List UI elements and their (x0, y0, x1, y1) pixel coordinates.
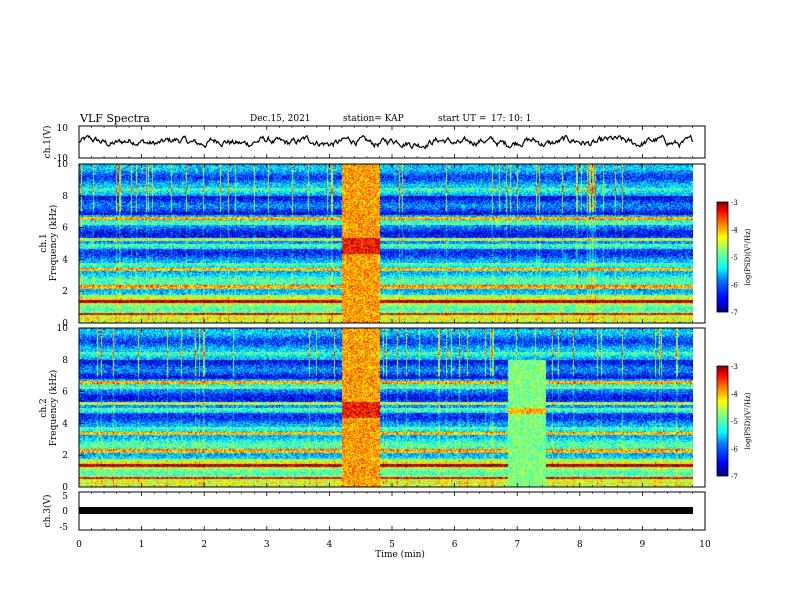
ch3-signal-ylabel: ch.3(V) (42, 495, 53, 528)
ch2-spec-ylabel-1: ch.2 (39, 398, 49, 417)
ch1-colorbar-tick-label: -4 (731, 227, 738, 235)
ch1-ytick-label: 0 (62, 319, 68, 329)
x-tick-label: 3 (264, 540, 270, 550)
ch3-ytick-0: 0 (62, 507, 68, 517)
x-tick-label: 0 (76, 540, 82, 550)
start-ut-label: start UT = (438, 114, 487, 124)
ch1-colorbar-tick-label: -6 (731, 282, 738, 290)
x-tick-label: 4 (327, 540, 333, 550)
ch1-ytick-label: 2 (62, 287, 68, 297)
ch1-colorbar-label: log(PSD)(V²/Hz) (744, 228, 752, 285)
ch2-colorbar-tick-label: -5 (731, 418, 738, 426)
x-tick-label: 6 (452, 540, 458, 550)
ch1-waveform-ylabel: ch.1(V) (42, 126, 53, 159)
x-tick-label: 9 (640, 540, 646, 550)
ch2-ytick-label: 10 (57, 324, 69, 334)
ch2-colorbar-tick-label: -3 (731, 363, 738, 371)
ch2-colorbar-tick-label: -6 (731, 446, 738, 454)
x-tick-label: 10 (699, 540, 711, 550)
ch1-colorbar-tick-label: -3 (731, 199, 738, 207)
x-tick-label: 7 (514, 540, 520, 550)
x-tick-label: 8 (577, 540, 583, 550)
ch1-ytick-10: 10 (57, 124, 69, 134)
ch1-colorbar: -3 -4 -5 -6 -7 log(PSD)(V²/Hz) (716, 199, 752, 317)
x-axis-label: Time (min) (375, 549, 425, 560)
ch1-spec-ylabel-1: ch.1 (39, 233, 49, 252)
start-ut-value: 17: 10: 1 (491, 114, 532, 124)
ch2-spectrogram (79, 328, 693, 487)
ch1-ytick-neg10: -10 (54, 154, 69, 164)
ch2-ytick-label: 4 (62, 419, 68, 429)
x-axis-tick-labels: 0 1 2 3 4 5 6 7 8 9 10 (76, 540, 711, 550)
chart-title: VLF Spectra (80, 112, 150, 125)
ch2-spec-yticks: 0 2 4 6 8 10 (57, 324, 84, 493)
x-axis-ticks (78, 126, 706, 530)
ch1-waveform-line (78, 134, 694, 150)
ch2-colorbar-label: log(PSD)(V²/Hz) (744, 392, 752, 449)
ch2-ytick-label: 8 (62, 356, 68, 366)
ch1-colorbar-tick-label: -5 (731, 254, 738, 262)
ch1-spec-ylabel-2: Frequency (kHz) (48, 205, 59, 282)
ch2-ytick-label: 6 (62, 388, 68, 398)
ch3-ytick-neg5: -5 (59, 523, 68, 533)
ch2-colorbar: -3 -4 -5 -6 -7 log(PSD)(V²/Hz) (716, 363, 752, 481)
ch2-spec-ylabel-2: Frequency (kHz) (48, 370, 59, 447)
station-label: station= KAP (343, 114, 404, 124)
ch3-ytick-5: 5 (62, 492, 68, 502)
x-tick-label: 5 (389, 540, 395, 550)
ch1-ytick-label: 6 (62, 224, 68, 234)
ch2-colorbar-tick-label: -7 (731, 473, 738, 481)
ch1-spectrogram (79, 164, 693, 323)
ch1-ytick-label: 10 (57, 160, 69, 170)
ch2-ytick-label: 0 (62, 483, 68, 493)
ch1-spec-yticks: 0 2 4 6 8 10 (57, 160, 84, 329)
x-tick-label: 1 (139, 540, 145, 550)
ch1-colorbar-tick-label: -7 (731, 309, 738, 317)
ch1-ytick-label: 4 (62, 255, 68, 265)
ch2-ytick-label: 2 (62, 451, 68, 461)
x-tick-label: 2 (201, 540, 207, 550)
ch1-ytick-label: 8 (62, 192, 68, 202)
ch1-waveform-frame (78, 125, 706, 159)
date-label: Dec.15, 2021 (250, 114, 311, 124)
ch2-colorbar-tick-label: -4 (731, 391, 738, 399)
ch3-signal-band (79, 507, 693, 514)
